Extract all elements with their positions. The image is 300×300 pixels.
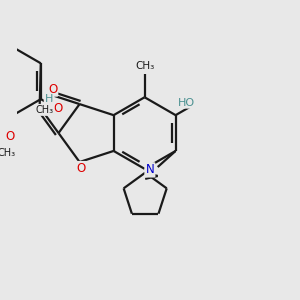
Text: CH₃: CH₃ [0, 148, 15, 158]
Text: HO: HO [178, 98, 195, 107]
Text: O: O [5, 130, 14, 143]
Text: CH₃: CH₃ [35, 105, 53, 115]
Text: CH₃: CH₃ [135, 61, 154, 71]
Text: N: N [146, 164, 154, 176]
Text: O: O [53, 103, 62, 116]
Text: O: O [77, 162, 86, 175]
Text: H: H [45, 94, 53, 104]
Text: O: O [48, 82, 57, 95]
